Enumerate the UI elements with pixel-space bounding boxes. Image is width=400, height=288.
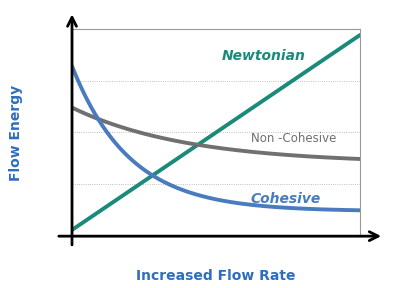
Text: Newtonian: Newtonian	[222, 49, 306, 63]
Text: Non -Cohesive: Non -Cohesive	[250, 132, 336, 145]
Text: Flow Energy: Flow Energy	[9, 84, 23, 181]
Text: Cohesive: Cohesive	[250, 192, 321, 206]
Text: Increased Flow Rate: Increased Flow Rate	[136, 270, 296, 283]
